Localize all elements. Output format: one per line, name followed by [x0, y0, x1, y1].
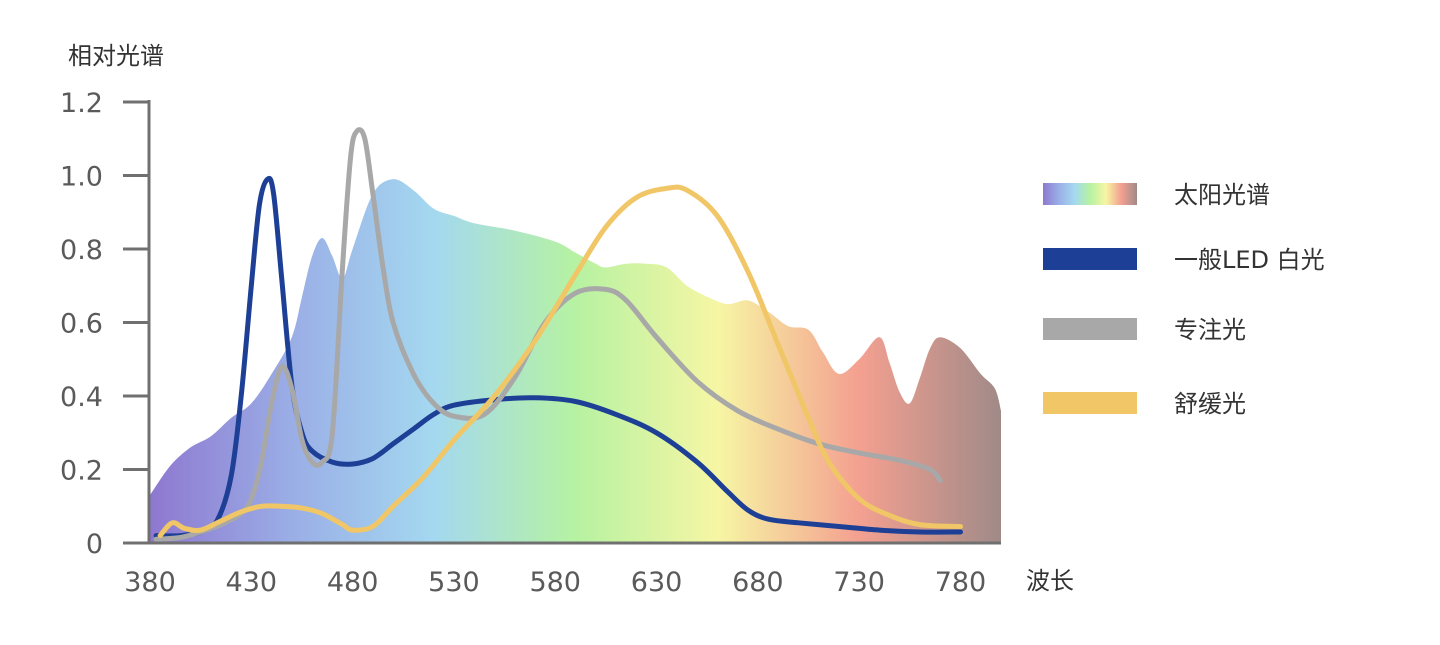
y-tick-label: 1.2: [60, 88, 103, 119]
legend-soothing-light-label: 舒缓光: [1174, 390, 1246, 418]
y-tick-label: 1.0: [60, 162, 103, 193]
series-focus-light-line: [153, 127, 943, 542]
x-tick-label: 430: [226, 567, 278, 598]
x-tick-label: 630: [631, 567, 683, 598]
x-tick-label: 730: [833, 567, 885, 598]
y-tick-label: 0: [86, 529, 103, 560]
y-tick-label: 0.8: [60, 235, 103, 266]
series-soothing-light-line: [157, 184, 963, 539]
series-sunlight-area: [150, 179, 1001, 543]
y-axis-title: 相对光谱: [68, 42, 164, 70]
x-axis-title: 波长: [1026, 567, 1074, 595]
legend-focus-light-swatch: [1043, 318, 1137, 340]
x-tick-label: 580: [529, 567, 581, 598]
x-tick-label: 480: [327, 567, 379, 598]
x-tick-label: 530: [428, 567, 480, 598]
y-tick-label: 0.4: [60, 382, 103, 413]
legend-sunlight-label: 太阳光谱: [1174, 181, 1270, 209]
x-tick-label: 780: [935, 567, 987, 598]
legend-sunlight-swatch: [1043, 183, 1137, 205]
legend-led-white-label: 一般LED 白光: [1174, 246, 1325, 274]
x-tick-label: 380: [124, 567, 176, 598]
plot-layer: [150, 127, 1001, 543]
legend-focus-light-label: 专注光: [1174, 316, 1246, 344]
x-tick-label: 680: [732, 567, 784, 598]
axis-layer: 0 0.2 0.4 0.6 0.8 1.0 1.2 380 430 480 530 580 630 680…: [60, 88, 1001, 598]
legend-soothing-light-swatch: [1043, 392, 1137, 414]
series-led-white-line: [153, 175, 963, 539]
legend-led-white-swatch: [1043, 248, 1137, 270]
y-tick-label: 0.6: [60, 309, 103, 340]
y-tick-label: 0.2: [60, 456, 103, 487]
